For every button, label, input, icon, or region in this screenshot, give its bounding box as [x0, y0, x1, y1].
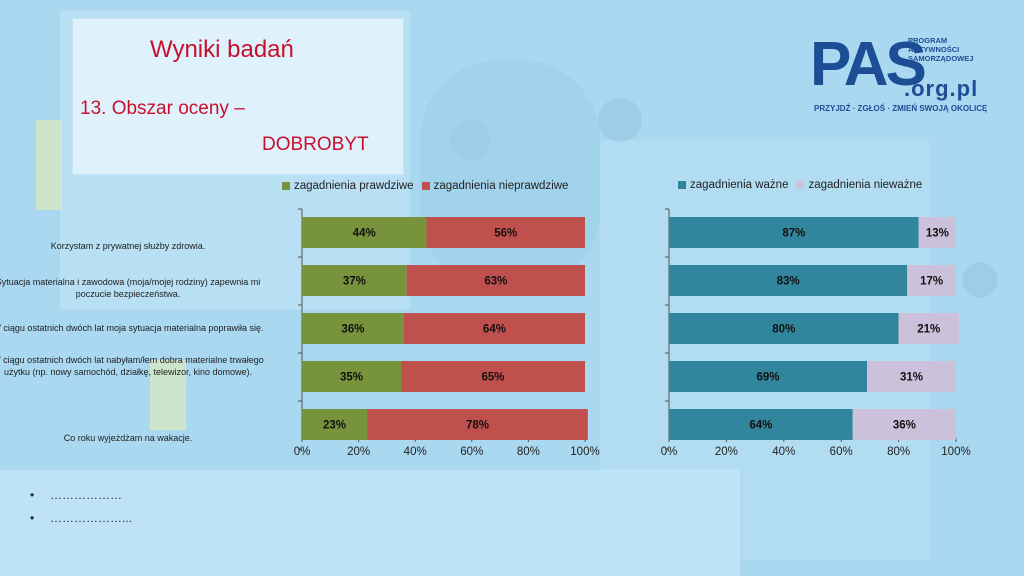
legend-swatch — [796, 181, 805, 189]
bullet-item: • ………………... — [30, 511, 132, 525]
x-tick-label: 40% — [772, 446, 795, 458]
x-tick-label: 60% — [830, 446, 853, 458]
bar-segment — [367, 409, 588, 440]
bullet-dot: • — [30, 511, 35, 525]
pas-logo: PAS PROGRAM AKTYWNOŚCI SAMORZĄDOWEJ .org… — [810, 30, 988, 124]
data-label: 31% — [900, 372, 923, 384]
x-tick-label: 80% — [517, 446, 540, 458]
data-label: 80% — [772, 324, 795, 336]
bar-segment — [907, 265, 956, 296]
logo-line: PROGRAM — [908, 36, 948, 45]
x-tick-label: 0% — [661, 446, 678, 458]
data-label: 83% — [777, 276, 800, 288]
category-label: W ciągu ostatnich dwóch lat nabyłam/łem … — [0, 355, 264, 377]
data-label: 64% — [749, 420, 772, 432]
legend-item: zagadnienia ważne — [678, 179, 788, 191]
bar-segment — [302, 313, 404, 344]
bar-segment — [406, 265, 585, 296]
data-label: 78% — [466, 420, 489, 432]
title-card — [72, 18, 404, 175]
data-label: 56% — [494, 228, 517, 240]
category-label: W ciągu ostatnich dwóch lat moja sytuacj… — [0, 323, 264, 333]
data-label: 21% — [917, 324, 940, 336]
data-label: 64% — [483, 324, 506, 336]
legend-label: zagadnienia ważne — [690, 179, 789, 191]
legend-item: zagadnienia prawdziwe — [282, 180, 414, 192]
bar-segment — [898, 313, 959, 344]
legend-label: zagadnienia nieważne — [808, 179, 923, 191]
bar-segment — [669, 265, 908, 296]
x-tick-label: 40% — [404, 446, 427, 458]
bar-segment — [302, 409, 368, 440]
bullet-list: • ……………… • ………………... — [30, 488, 132, 534]
legend-swatch — [678, 181, 686, 189]
data-label: 65% — [482, 372, 505, 384]
legend-left: zagadnienia prawdziwe zagadnienia niepraw… — [282, 180, 576, 192]
bar-segment — [403, 313, 585, 344]
legend-item: zagadnienia nieważne — [796, 179, 922, 191]
category-label: Co roku wyjeżdżam na wakacje. — [63, 433, 193, 443]
bar-segment — [669, 217, 919, 248]
legend-swatch — [282, 182, 290, 190]
x-tick-label: 80% — [887, 446, 910, 458]
bullet-text: ………………... — [50, 511, 133, 525]
bar-segment — [669, 409, 853, 440]
logo-wordmark: PAS — [810, 30, 927, 99]
bar-segment — [302, 265, 407, 296]
x-tick-label: 60% — [460, 446, 483, 458]
data-label: 36% — [893, 420, 916, 432]
legend-right: zagadnienia ważne zagadnienia nieważne — [678, 179, 930, 191]
legend-label: zagadnienia prawdziwe — [294, 180, 414, 192]
x-tick-label: 20% — [347, 446, 370, 458]
logo-line: SAMORZĄDOWEJ — [908, 54, 974, 63]
data-label: 36% — [341, 324, 364, 336]
bullet-dot: • — [30, 488, 35, 502]
data-label: 17% — [920, 276, 943, 288]
logo-url: .org.pl — [904, 76, 979, 101]
chart-area: zagadnienia prawdziwe zagadnienia niepraw… — [0, 170, 1000, 480]
stacked-bar-charts: 0% 20% 40% 60% 80% 100% 44% 56% 37% 63% 36% 64% 35% 6… — [294, 208, 971, 458]
bar-segment — [302, 217, 427, 248]
category-label: Korzystam z prywatnej służby zdrowia. — [50, 241, 206, 251]
bar-segment — [669, 361, 868, 392]
data-label: 35% — [340, 372, 363, 384]
data-label: 63% — [484, 276, 507, 288]
bullet-text: ……………… — [50, 488, 122, 502]
data-label: 37% — [343, 276, 366, 288]
x-tick-label: 100% — [570, 446, 599, 458]
bar-segment — [302, 361, 402, 392]
x-tick-label: 20% — [715, 446, 738, 458]
data-label: 13% — [926, 228, 949, 240]
data-label: 69% — [756, 372, 779, 384]
logo-tagline: PRZYJDŹ · ZGŁOŚ · ZMIEŃ SWOJĄ OKOLICĘ — [814, 104, 988, 113]
logo-program-text: PROGRAM AKTYWNOŚCI SAMORZĄDOWEJ — [908, 36, 986, 63]
bullet-item: • ……………… — [30, 488, 132, 502]
logo-line: AKTYWNOŚCI — [908, 45, 960, 54]
bar-segment — [918, 217, 956, 248]
category-label: Sytuacja materialna i zawodowa (moja/moj… — [0, 277, 261, 299]
bar-segment — [852, 409, 956, 440]
legend-item: zagadnienia nieprawdziwe — [421, 180, 569, 192]
legend-label: zagadnienia nieprawdziwe — [433, 180, 569, 192]
legend-swatch — [421, 182, 430, 190]
bar-segment — [669, 313, 899, 344]
data-label: 23% — [323, 420, 346, 432]
data-label: 44% — [353, 228, 376, 240]
slide-title: Wyniki badań — [150, 36, 294, 63]
section-heading: 13. Obszar oceny – — [80, 98, 245, 119]
data-label: 87% — [782, 228, 805, 240]
section-heading-topic: DOBROBYT — [262, 134, 369, 155]
x-tick-label: 100% — [941, 446, 970, 458]
x-tick-label: 0% — [294, 446, 311, 458]
bar-segment — [867, 361, 956, 392]
bar-segment — [401, 361, 585, 392]
bar-segment — [426, 217, 585, 248]
